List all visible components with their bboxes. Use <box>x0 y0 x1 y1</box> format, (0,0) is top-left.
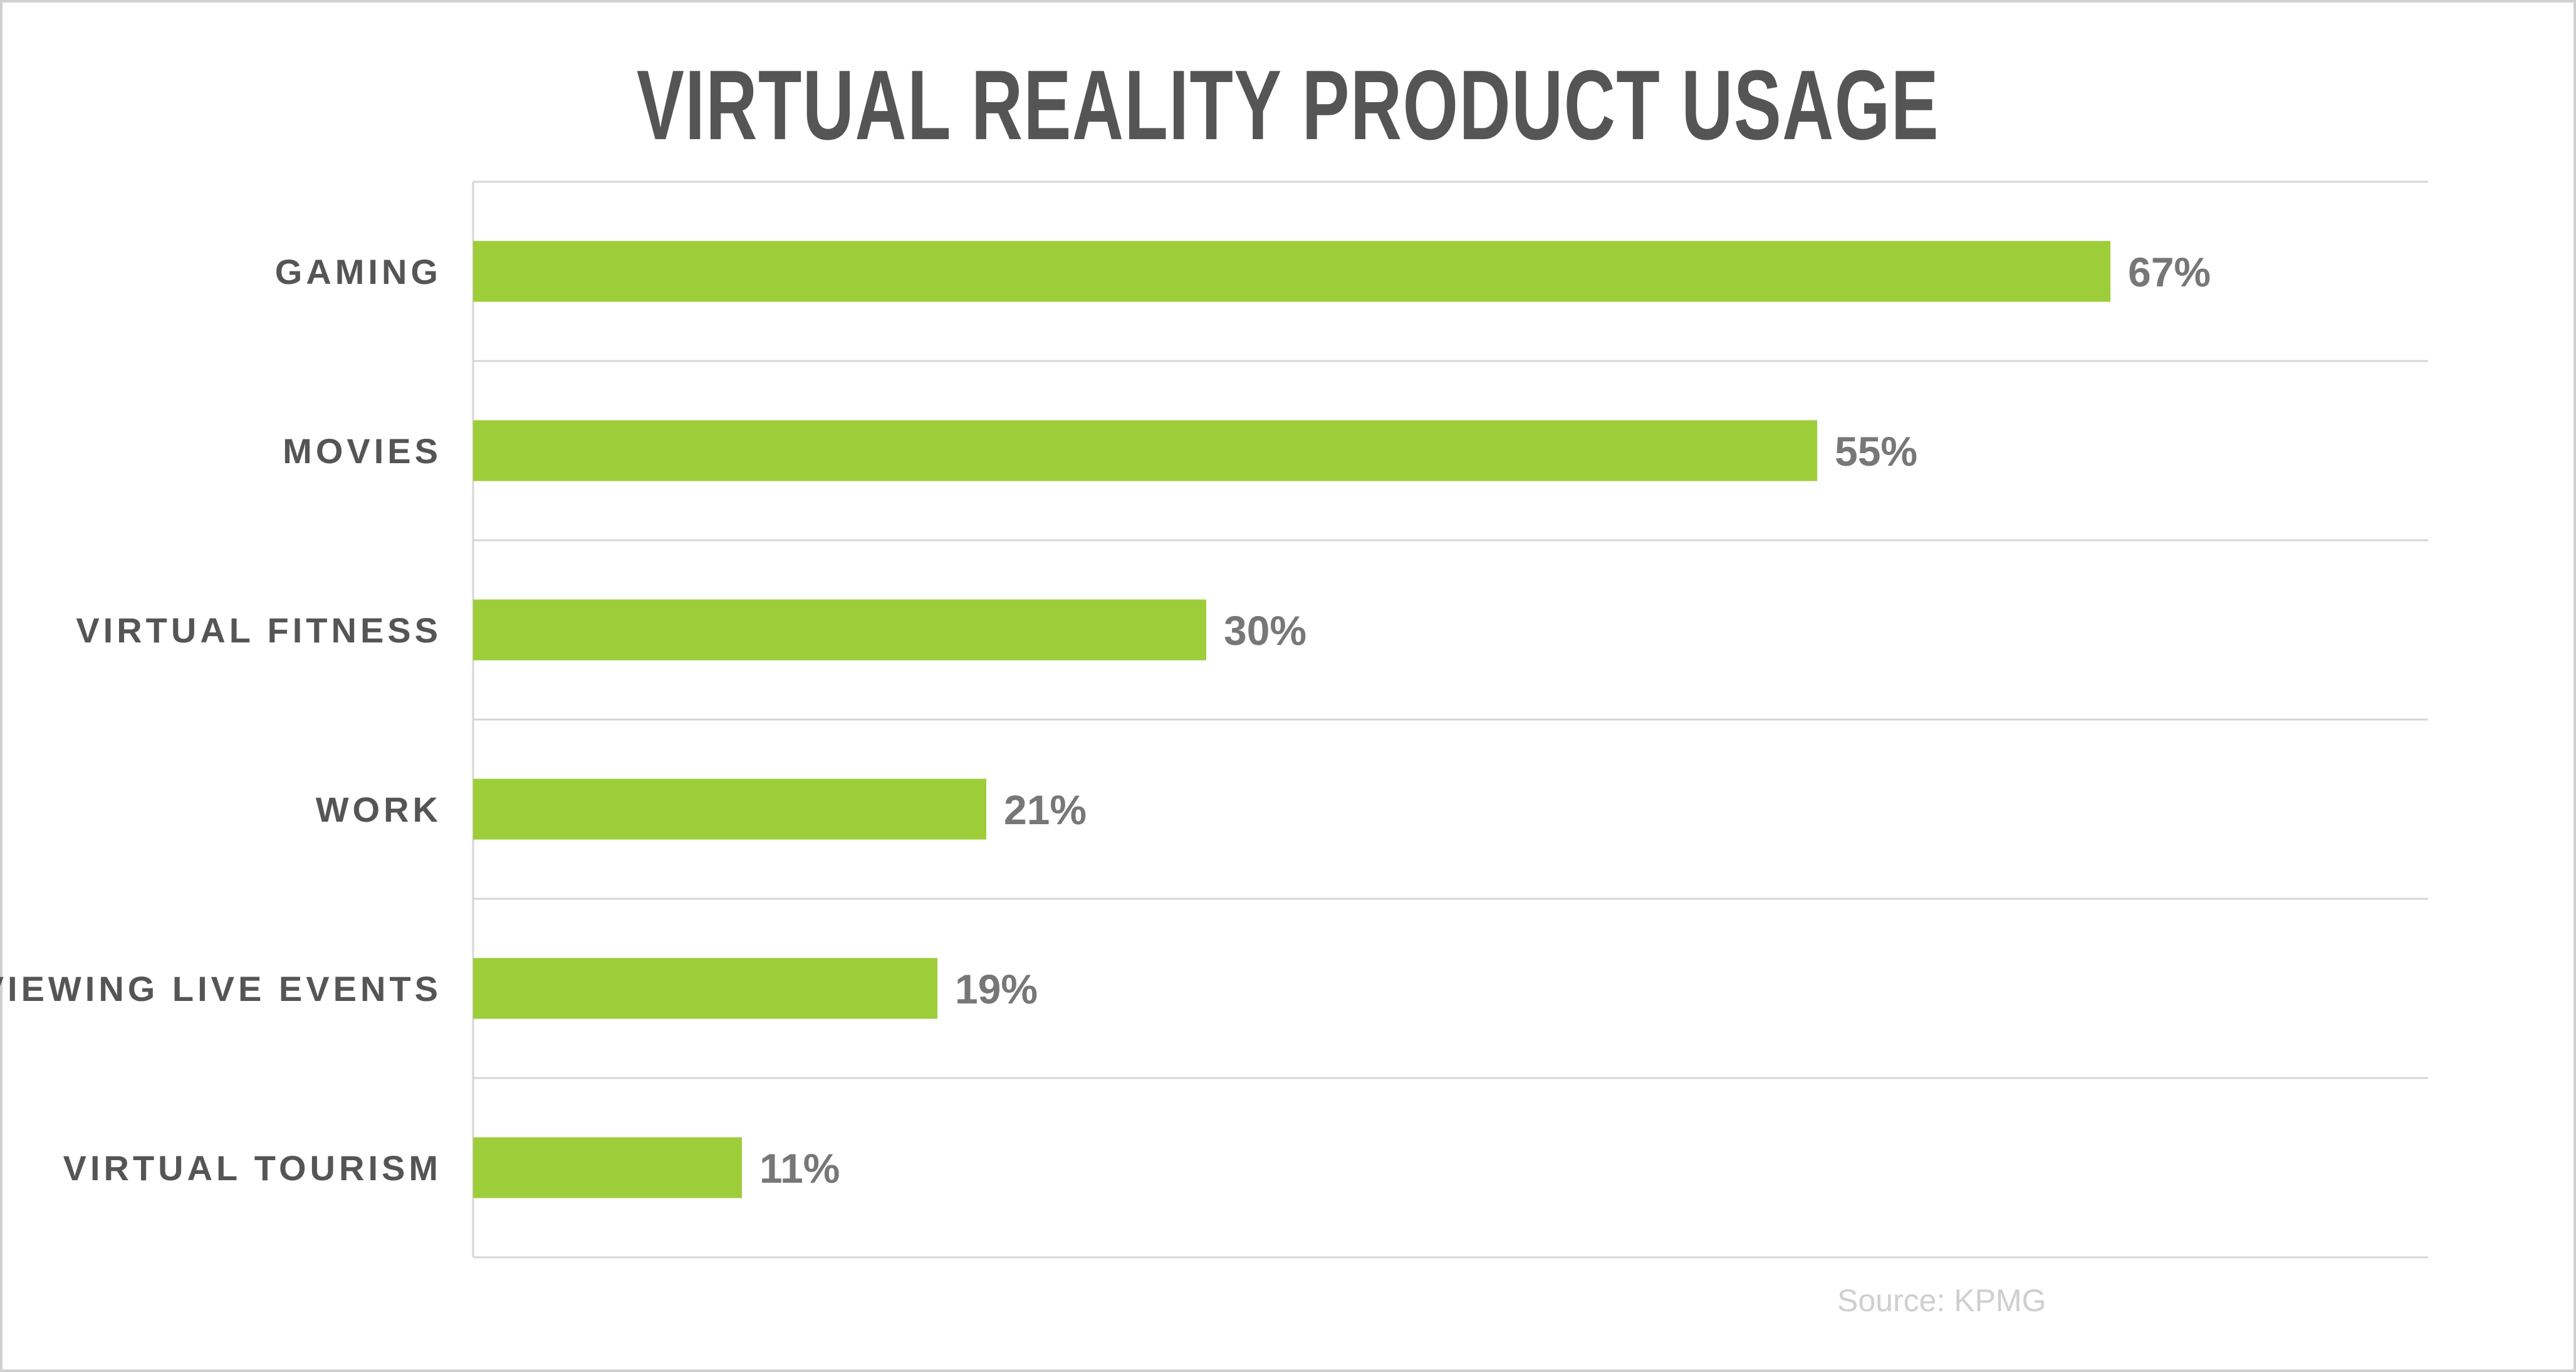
category-label: GAMING <box>275 252 442 291</box>
category-label: WORK <box>316 790 442 829</box>
value-label: 55% <box>1835 428 1917 474</box>
bar <box>473 958 937 1019</box>
value-label: 67% <box>2128 249 2211 295</box>
bar <box>473 241 2110 302</box>
bar <box>473 1137 742 1198</box>
bar <box>473 778 986 840</box>
value-label: 11% <box>759 1145 840 1191</box>
bar <box>473 599 1206 661</box>
category-label: VIRTUAL FITNESS <box>76 610 442 650</box>
category-label: VIRTUAL TOURISM <box>63 1148 442 1188</box>
value-label: 19% <box>955 966 1038 1012</box>
chart-title: VIRTUAL REALITY PRODUCT USAGE <box>636 50 1940 160</box>
category-label: VIEWING LIVE EVENTS <box>0 969 442 1008</box>
category-label: MOVIES <box>283 431 442 471</box>
value-label: 30% <box>1224 607 1306 654</box>
source-note: Source: KPMG <box>1837 1283 2047 1318</box>
value-label: 21% <box>1004 787 1087 833</box>
bar <box>473 420 1817 481</box>
